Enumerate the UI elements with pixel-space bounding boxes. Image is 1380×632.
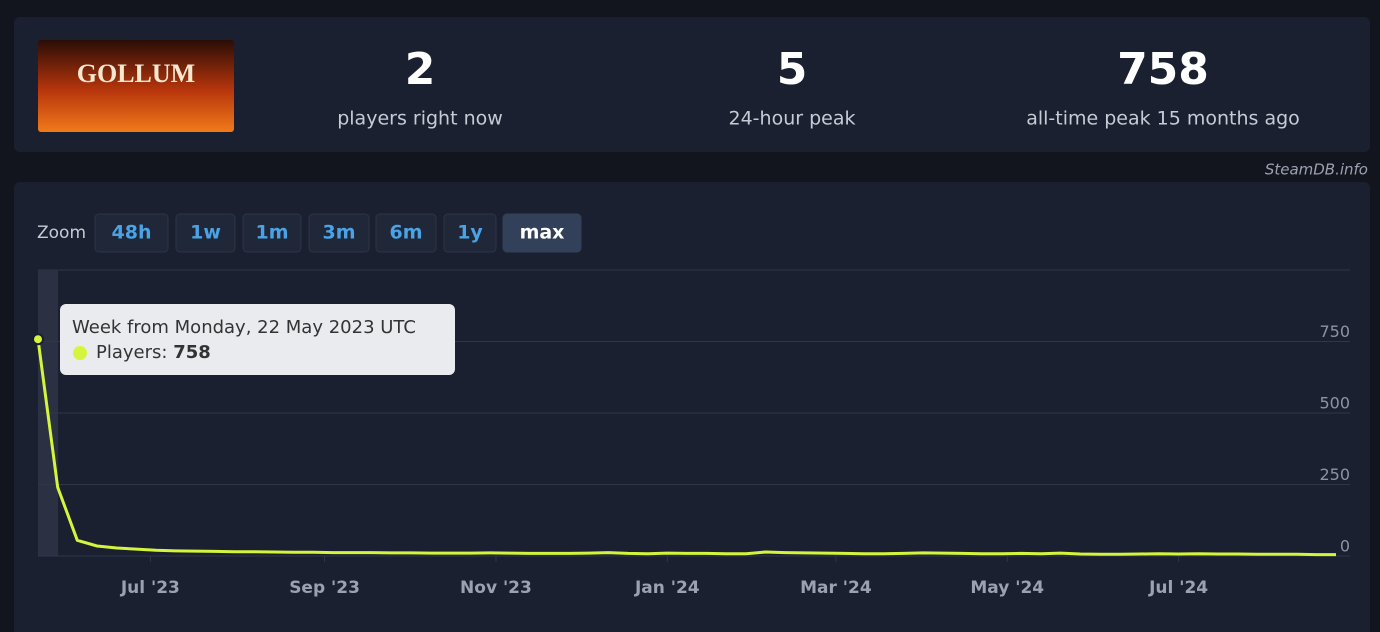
tooltip-series: Players: [96, 342, 167, 363]
player-line [36, 339, 1336, 557]
x-tick-label: Nov '23 [460, 578, 532, 598]
zoom-button[interactable]: 6m [375, 213, 437, 253]
zoom-button-label: 6m [389, 222, 422, 244]
zoom-button[interactable]: 48h [94, 213, 169, 253]
zoom-button[interactable]: 1y [443, 213, 497, 253]
zoom-button-bg [443, 213, 497, 253]
zoom-button-bg [175, 213, 236, 253]
zoom-button[interactable]: 1m [242, 213, 302, 253]
hover-point [32, 333, 44, 346]
x-tick-label: Jul '23 [120, 578, 180, 598]
x-tick-label: Jan '24 [634, 578, 700, 598]
stat-label: 24-hour peak [729, 108, 856, 130]
zoom-label: Zoom [37, 223, 86, 243]
zoom-button-label: 1w [190, 222, 221, 244]
stat-value: 758 [1117, 44, 1209, 95]
zoom-button[interactable]: 1w [175, 213, 236, 253]
x-tick-label: Sep '23 [289, 578, 360, 598]
zoom-button-bg [308, 213, 370, 253]
tooltip-dot [73, 346, 87, 360]
zoom-button-label: 1m [255, 222, 288, 244]
zoom-button-bg [375, 213, 437, 253]
zoom-button[interactable]: 3m [308, 213, 370, 253]
zoom-button-label: max [520, 222, 565, 244]
x-tick-label: Mar '24 [800, 578, 872, 598]
zoom-button[interactable]: max [502, 213, 582, 253]
zoom-button-label: 3m [322, 222, 355, 244]
zoom-button-label: 1y [457, 222, 483, 244]
tooltip-title: Week from Monday, 22 May 2023 UTC [72, 317, 416, 338]
tooltip-box [60, 304, 455, 375]
stat-label: players right now [337, 108, 503, 130]
stat-value: 2 [405, 44, 436, 95]
zoom-button-bg [94, 213, 169, 253]
chart-panel [14, 182, 1370, 632]
stat-label: all-time peak 15 months ago [1026, 108, 1300, 130]
y-tick-label: 250 [1319, 465, 1350, 484]
stat-value: 5 [777, 44, 808, 95]
x-tick-label: May '24 [970, 578, 1044, 598]
x-tick-label: Jul '24 [1148, 578, 1208, 598]
game-logo [38, 40, 234, 132]
y-tick-label: 750 [1319, 322, 1350, 341]
zoom-button-bg [502, 213, 582, 253]
y-tick-label: 0 [1340, 537, 1350, 556]
watermark: SteamDB.info [1265, 161, 1368, 179]
logo-text: GOLLUM [77, 59, 195, 88]
tooltip-value: 758 [173, 342, 211, 363]
stats-panel [14, 17, 1370, 152]
zoom-button-bg [242, 213, 302, 253]
y-tick-label: 500 [1319, 394, 1350, 413]
tooltip-label: Players: 758 [96, 342, 211, 363]
tooltip: Week from Monday, 22 May 2023 UTC Player… [60, 304, 455, 375]
zoom-button-label: 48h [112, 222, 152, 244]
